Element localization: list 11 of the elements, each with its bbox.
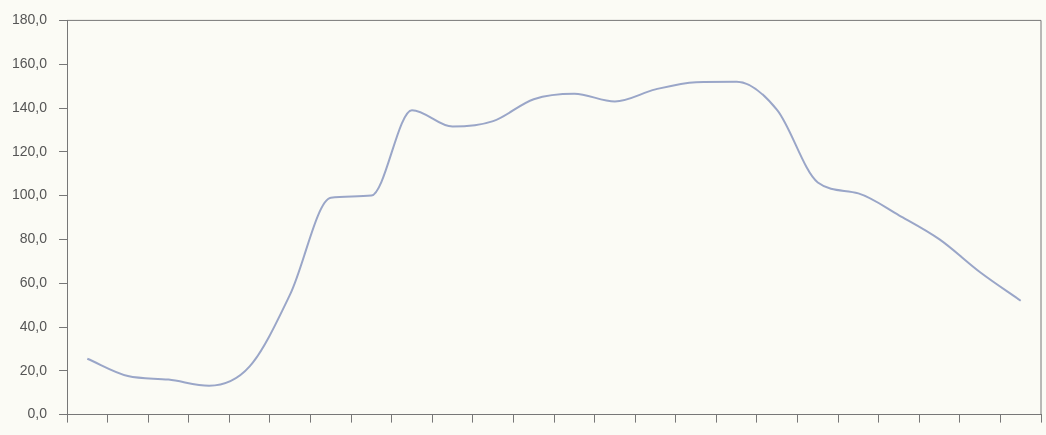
- y-tick-label: 80,0: [19, 230, 48, 247]
- y-tick-label: 60,0: [19, 274, 48, 291]
- y-tick-label: 160,0: [11, 55, 48, 72]
- y-tick-label: 40,0: [19, 317, 48, 334]
- line-series: [86, 80, 1022, 387]
- y-tick-label: 0,0: [27, 405, 48, 422]
- y-tick-label: 140,0: [11, 98, 48, 115]
- y-tick-label: 100,0: [11, 186, 48, 203]
- y-tick-label: 180,0: [11, 11, 48, 28]
- y-tick-label: 120,0: [11, 142, 48, 159]
- y-tick-label: 20,0: [19, 361, 48, 378]
